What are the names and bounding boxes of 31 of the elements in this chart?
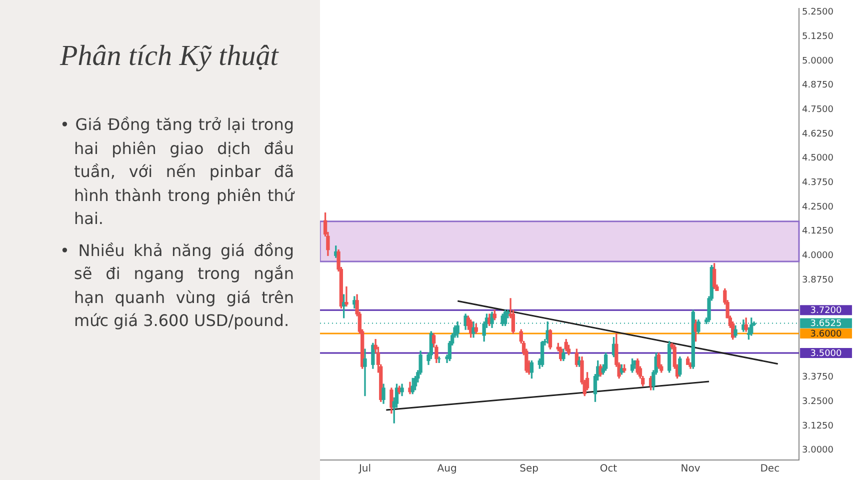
y-tick-label: 4.1250 [802, 226, 834, 237]
text: Phân tích Kỹ thuật [60, 40, 280, 73]
y-tick-label: 4.7500 [802, 104, 834, 115]
ref-line-label: 3.5000 [810, 348, 842, 359]
x-tick-label: Aug [437, 464, 457, 475]
y-tick-label: 4.6250 [802, 129, 834, 140]
x-tick-label: Jul [358, 464, 372, 475]
y-tick-label: 3.1250 [802, 421, 834, 432]
y-tick-label: 5.1250 [802, 32, 834, 42]
y-tick-label: 3.3750 [802, 372, 834, 383]
candlestick [363, 348, 367, 396]
ref-line-label: 3.7200 [810, 306, 842, 316]
y-tick-label: 4.8750 [802, 80, 834, 91]
y-tick-label: 3.0000 [802, 446, 834, 456]
y-tick-label: 4.3750 [802, 178, 834, 188]
x-tick-label: Nov [680, 464, 700, 475]
y-tick-label: 3.8750 [802, 275, 834, 286]
candlestick [344, 286, 348, 307]
y-tick-label: 4.5000 [802, 154, 834, 164]
text: • Giá Đồng tăng trở lại trong hai phiên giao dịch đầu tuần, với nến pinbar đã hình thành trong phiên thứ hai. [60, 114, 294, 230]
x-tick-label: Oct [600, 464, 618, 475]
y-tick-label: 4.2500 [802, 202, 834, 212]
x-tick-label: Sep [520, 464, 538, 475]
ref-line-label: 3.6525 [810, 319, 842, 330]
text: • Nhiều khả năng giá đồng sẽ đi ngang trong ngắn hạn quanh vùng giá trên mức giá 3.600 USD/pound. [60, 240, 294, 332]
y-tick-label: 5.2500 [802, 8, 834, 18]
y-tick-label: 4.0000 [802, 250, 834, 261]
y-tick-label: 5.0000 [802, 56, 834, 66]
y-tick-label: 3.2500 [802, 396, 834, 407]
x-tick-label: Dec [760, 464, 780, 475]
ref-line-label: 3.6000 [810, 329, 842, 340]
